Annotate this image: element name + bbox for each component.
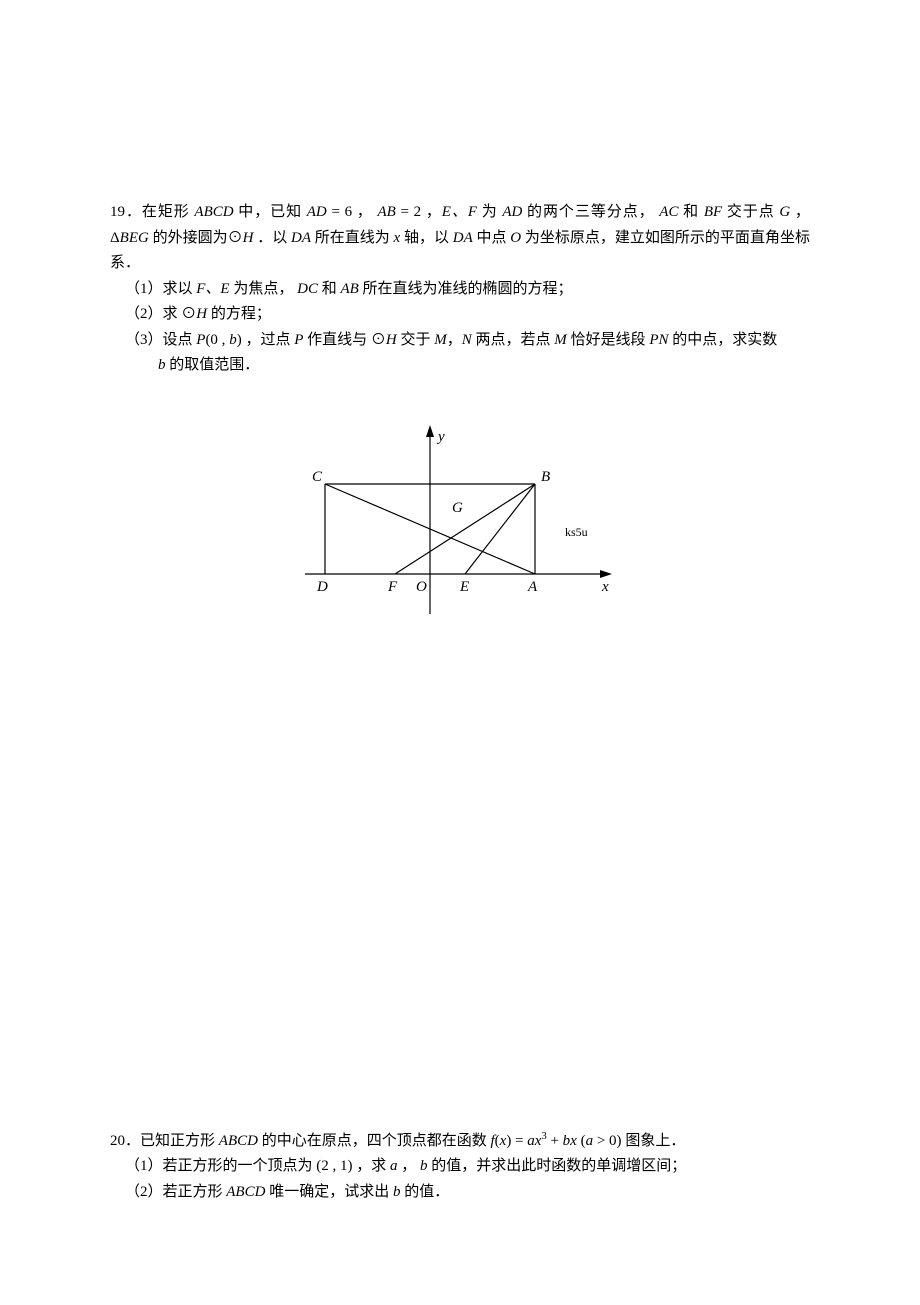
axis-label-y: y xyxy=(436,429,445,445)
problem-19-part-1: （1）求以 F、E 为焦点， DC 和 AB 所在直线为准线的椭圆的方程； xyxy=(110,277,810,303)
problem-20-stem: 20．已知正方形 ABCD 的中心在原点，四个顶点都在函数 f(x) = ax3… xyxy=(110,1129,810,1155)
problem-20-part-2: （2）若正方形 ABCD 唯一确定，试求出 b 的值． xyxy=(110,1180,810,1206)
problem-19: 19．在矩形 ABCD 中，已知 AD = 6 ， AB = 2 ，E、F 为 … xyxy=(110,200,810,629)
point-label-f: F xyxy=(387,579,398,595)
problem-number: 20． xyxy=(110,1133,140,1149)
point-label-c: C xyxy=(312,469,323,485)
problem-19-figure: y x C B D F O E A G ks5u xyxy=(280,399,640,629)
point-label-b: B xyxy=(541,469,550,485)
problem-number: 19． xyxy=(110,204,142,220)
point-label-a: A xyxy=(527,579,538,595)
problem-19-stem: 19．在矩形 ABCD 中，已知 AD = 6 ， AB = 2 ，E、F 为 … xyxy=(110,200,810,277)
problem-19-part-3-cont: b 的取值范围． xyxy=(110,353,810,379)
point-label-e: E xyxy=(459,579,469,595)
problem-19-part-3: （3）设点 P(0 , b) ，过点 P 作直线与 ⊙H 交于 M，N 两点，若… xyxy=(110,328,810,354)
watermark-text: ks5u xyxy=(565,525,588,539)
point-label-g: G xyxy=(452,500,463,516)
axis-label-x: x xyxy=(601,579,609,595)
problem-20-part-1: （1）若正方形的一个顶点为 (2 , 1) ，求 a ， b 的值，并求出此时函… xyxy=(110,1154,810,1180)
point-label-o: O xyxy=(416,579,427,595)
problem-20: 20．已知正方形 ABCD 的中心在原点，四个顶点都在函数 f(x) = ax3… xyxy=(110,1129,810,1206)
point-label-d: D xyxy=(316,579,328,595)
problem-19-part-2: （2）求 ⊙H 的方程； xyxy=(110,302,810,328)
